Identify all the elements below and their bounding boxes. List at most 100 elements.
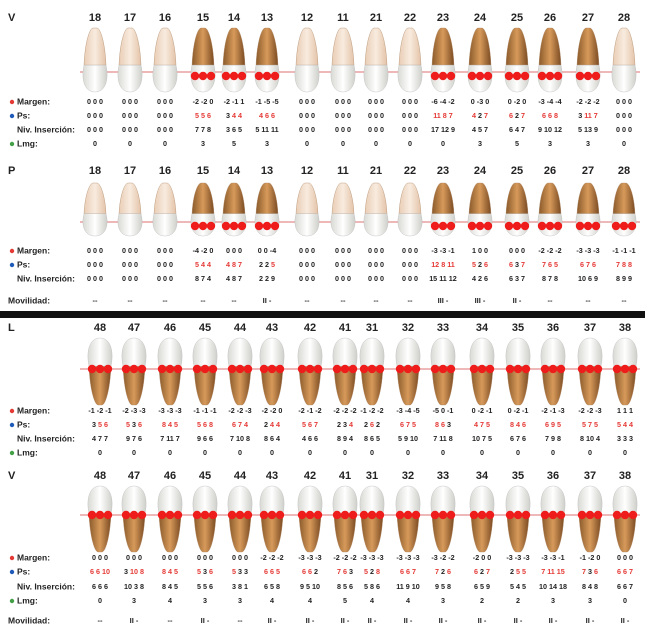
measurement-digit: -2 bbox=[201, 246, 207, 255]
row-label: Margen: bbox=[17, 245, 50, 255]
probe-point bbox=[244, 365, 252, 373]
measurement-digit: 10 bbox=[544, 125, 552, 134]
measurement: 5 bbox=[232, 139, 236, 148]
measurement: 3 bbox=[548, 139, 552, 148]
tooth-number: 43 bbox=[266, 322, 278, 334]
probe-point bbox=[306, 511, 314, 519]
measurement-digit: 0 bbox=[311, 274, 315, 283]
measurement-digit: 6 bbox=[509, 260, 513, 269]
measurement-digit: -2 bbox=[350, 406, 356, 415]
measurement-digit: 5 bbox=[554, 260, 558, 269]
measurement-digit: 6 bbox=[522, 434, 526, 443]
measurement-digit: 1 bbox=[244, 582, 248, 591]
measurement-digit: 0 bbox=[617, 553, 621, 562]
measurement-digit: 8 bbox=[246, 434, 250, 443]
probe-point bbox=[368, 511, 376, 519]
measurement-digit: 0 bbox=[87, 246, 91, 255]
measurement-digit: -3 bbox=[315, 553, 321, 562]
probe-point bbox=[470, 511, 478, 519]
tooth-number: 12 bbox=[301, 165, 313, 177]
measurement: 0 0 0 bbox=[368, 260, 384, 269]
measurement-digit: -3 bbox=[360, 553, 366, 562]
measurement: 2 bbox=[480, 596, 484, 605]
measurement: -3 -3 -3 bbox=[506, 553, 529, 562]
measurement: 0 bbox=[406, 448, 410, 457]
mobility-value: II - bbox=[368, 616, 377, 625]
measurement-digit: -3 bbox=[139, 406, 145, 415]
measurement-digit: -3 bbox=[377, 553, 383, 562]
probe-point bbox=[199, 222, 207, 230]
face-label: V bbox=[8, 12, 16, 24]
measurement: 4 2 7 bbox=[472, 111, 488, 120]
measurement: 0 0 0 bbox=[122, 97, 138, 106]
probe-point bbox=[557, 365, 565, 373]
mobility-value: -- bbox=[128, 296, 133, 305]
measurement: 5 11 11 bbox=[255, 125, 278, 134]
tooth-number: 28 bbox=[618, 165, 630, 177]
measurement: 0 0 0 bbox=[197, 553, 213, 562]
measurement-digit: 0 bbox=[370, 448, 374, 457]
measurement-digit: 9 bbox=[486, 582, 490, 591]
measurement-digit: 5 bbox=[472, 260, 476, 269]
probe-point bbox=[122, 365, 130, 373]
measurement-digit: 2 bbox=[264, 420, 268, 429]
tooth-root bbox=[154, 183, 176, 214]
measurement: 6 6 7 bbox=[400, 567, 416, 576]
measurement-digit: 7 bbox=[629, 567, 633, 576]
measurement-digit: 8 bbox=[207, 125, 211, 134]
tooth-number: 21 bbox=[370, 165, 382, 177]
measurement-digit: 6 bbox=[545, 420, 549, 429]
probe-point bbox=[506, 511, 514, 519]
measurement: 6 6 6 bbox=[92, 582, 108, 591]
measurement-digit: 3 bbox=[588, 567, 592, 576]
tooth-number: 18 bbox=[89, 12, 101, 24]
measurement-digit: 6 bbox=[623, 582, 627, 591]
measurement-digit: 9 bbox=[451, 125, 455, 134]
tooth-crown bbox=[122, 486, 146, 514]
tooth-number: 34 bbox=[476, 322, 489, 334]
measurement: 0 0 0 bbox=[157, 260, 173, 269]
measurement: 0 bbox=[343, 448, 347, 457]
measurement: 4 6 6 bbox=[302, 434, 318, 443]
measurement-digit: -2 bbox=[193, 97, 199, 106]
mobility-value: II - bbox=[621, 616, 630, 625]
measurement-digit: 0 bbox=[99, 125, 103, 134]
tooth-number: 35 bbox=[512, 322, 524, 334]
measurement-digit: 10 bbox=[236, 434, 244, 443]
measurement-digit: 0 bbox=[99, 97, 103, 106]
measurement-digit: 5 bbox=[364, 582, 368, 591]
measurement-digit: 4 bbox=[516, 420, 520, 429]
measurement-digit: 7 bbox=[230, 434, 234, 443]
row-label: Ps: bbox=[17, 419, 30, 429]
measurement-digit: 9 bbox=[300, 582, 304, 591]
measurement-digit: 10 bbox=[102, 567, 110, 576]
measurement-digit: -2 bbox=[224, 97, 230, 106]
measurement-digit: 6 bbox=[232, 420, 236, 429]
probe-point bbox=[314, 365, 322, 373]
mobility-value: -- bbox=[163, 296, 168, 305]
probe-point bbox=[592, 222, 600, 230]
probe-point bbox=[368, 365, 376, 373]
measurement-digit: 8 bbox=[580, 434, 584, 443]
measurement: -2 -3 -3 bbox=[122, 406, 145, 415]
measurement-digit: 0 bbox=[128, 97, 132, 106]
measurement-digit: 0 bbox=[522, 97, 526, 106]
probe-point bbox=[521, 72, 529, 80]
tooth-number: 46 bbox=[164, 322, 176, 334]
measurement: 2 5 5 bbox=[510, 567, 526, 576]
measurement-digit: 12 bbox=[449, 274, 457, 283]
measurement-digit: 0 bbox=[98, 553, 102, 562]
measurement-digit: -2 bbox=[440, 553, 446, 562]
measurement-digit: 6 bbox=[308, 420, 312, 429]
measurement-digit: 7 bbox=[314, 420, 318, 429]
measurement-digit: 3 bbox=[203, 596, 207, 605]
measurement: 0 0 0 bbox=[157, 246, 173, 255]
measurement: 0 bbox=[98, 448, 102, 457]
measurement-digit: 4 bbox=[207, 260, 211, 269]
measurement-digit: 2 bbox=[376, 420, 380, 429]
measurement-digit: 7 bbox=[104, 434, 108, 443]
measurement-digit: 7 bbox=[516, 434, 520, 443]
measurement-digit: -3 bbox=[307, 553, 313, 562]
measurement-digit: 0 bbox=[174, 553, 178, 562]
tooth-number: 35 bbox=[512, 470, 524, 482]
